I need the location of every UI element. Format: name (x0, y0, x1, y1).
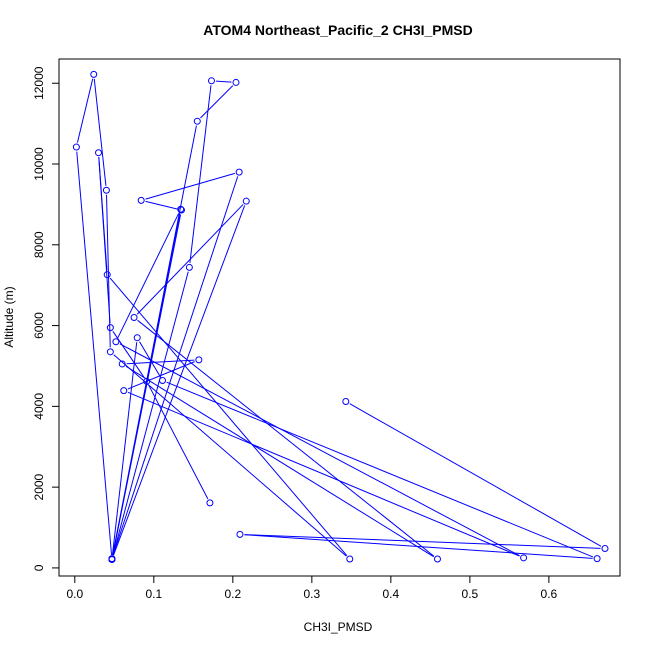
data-point (195, 356, 203, 364)
series-segment (113, 354, 347, 557)
data-point (118, 360, 126, 368)
series-layer (72, 70, 609, 563)
data-point (242, 197, 250, 205)
series-segment (148, 385, 209, 500)
series-segment (126, 359, 195, 365)
data-point (342, 398, 350, 406)
data-point (90, 70, 98, 78)
x-axis-label: CH3I_PMSD (304, 620, 373, 634)
data-point (232, 78, 240, 86)
y-tick-label: 8000 (32, 231, 46, 258)
series-segment (200, 85, 234, 119)
data-point (137, 196, 145, 204)
x-tick-label: 0.4 (383, 587, 400, 601)
y-axis: 0 2000 4000 6000 8000 10000 12000 (32, 66, 60, 571)
data-point (207, 77, 215, 85)
x-tick-label: 0.0 (66, 587, 83, 601)
data-point (236, 530, 244, 538)
series-segment (244, 534, 601, 549)
data-point (112, 338, 120, 346)
series-segment (117, 213, 180, 338)
data-point (601, 545, 609, 553)
data-point (159, 377, 167, 385)
data-point (133, 334, 141, 342)
y-axis-label: Altitude (m) (2, 286, 16, 347)
series-segment (109, 277, 348, 556)
data-point (108, 555, 116, 563)
y-tick-label: 10000 (32, 147, 46, 181)
series-segment (127, 391, 520, 557)
x-tick-label: 0.2 (224, 587, 241, 601)
series-segment (112, 176, 239, 555)
data-point (433, 555, 441, 563)
data-point (346, 555, 354, 563)
data-point (103, 271, 111, 279)
data-point (593, 555, 601, 563)
series-segment (76, 151, 113, 555)
series-segment (127, 361, 195, 390)
x-axis: 0.0 0.1 0.2 0.3 0.4 0.5 0.6 (66, 575, 558, 601)
series-segment (189, 85, 212, 264)
data-point (130, 314, 138, 321)
series-segment (145, 200, 178, 210)
data-point (177, 206, 185, 214)
data-point (143, 377, 151, 385)
series-segment (215, 80, 232, 83)
series-segment (113, 205, 246, 556)
series-segment (145, 172, 235, 200)
series-segment (125, 365, 434, 558)
data-point (206, 499, 214, 507)
series-segment (111, 342, 138, 556)
chart-title: ATOM4 Northeast_Pacific_2 CH3I_PMSD (203, 22, 472, 38)
y-tick-label: 6000 (32, 312, 46, 339)
data-point (106, 348, 114, 356)
y-tick-label: 4000 (32, 393, 46, 420)
data-point (185, 263, 193, 271)
x-tick-label: 0.6 (541, 587, 558, 601)
x-tick-label: 0.3 (304, 587, 321, 601)
series-segment (76, 78, 94, 143)
data-point (235, 168, 243, 176)
series-segment (137, 319, 435, 557)
data-point (193, 117, 201, 125)
series-segment (166, 381, 594, 558)
series-segment (244, 534, 593, 559)
x-tick-label: 0.1 (145, 587, 162, 601)
data-point (72, 143, 80, 151)
x-tick-label: 0.5 (462, 587, 479, 601)
series-segment (112, 271, 189, 556)
data-point (95, 149, 103, 157)
series-segment (349, 403, 602, 547)
y-tick-label: 2000 (32, 473, 46, 500)
data-point (120, 387, 128, 395)
y-tick-label: 0 (32, 564, 46, 571)
y-tick-label: 12000 (32, 66, 46, 100)
series-segment (139, 341, 161, 377)
data-point (102, 186, 110, 194)
series-segment (119, 343, 520, 557)
data-point (177, 205, 185, 213)
data-point (520, 554, 528, 562)
data-point (106, 324, 114, 332)
series-segment (98, 157, 111, 324)
series-segment (93, 78, 107, 186)
